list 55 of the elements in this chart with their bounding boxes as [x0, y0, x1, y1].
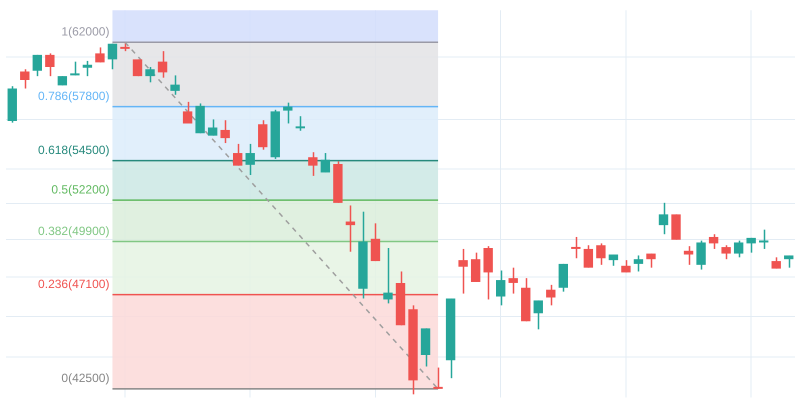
candlestick: [370, 222, 380, 262]
ref-line-label: 0.618(54500): [38, 142, 110, 157]
candlestick: [108, 42, 118, 70]
candlestick: [433, 366, 443, 390]
candlestick: [70, 60, 80, 76]
candlestick: [20, 68, 30, 90]
candlestick: [784, 254, 794, 268]
candlestick: [496, 270, 506, 306]
candlestick: [346, 204, 356, 252]
candlestick: [684, 245, 694, 266]
candlestick: [308, 151, 318, 177]
candlestick: [621, 259, 631, 274]
candlestick: [296, 115, 306, 132]
candlestick: [458, 248, 468, 294]
candlestick: [170, 74, 180, 96]
candlestick: [734, 240, 744, 258]
candlestick: [220, 119, 230, 144]
candlestick: [95, 46, 105, 64]
ref-line-label: 0(42500): [61, 371, 110, 386]
candlestick: [584, 244, 594, 268]
ref-line-label: 0.382(49900): [38, 224, 110, 238]
candlestick: [634, 254, 644, 272]
candlestick: [658, 202, 668, 235]
candlestick: [708, 233, 718, 250]
candlestick: [721, 244, 731, 260]
candlestick: [758, 228, 768, 250]
candlestick: [534, 300, 543, 330]
candlestick: [283, 102, 292, 124]
candlestick: [208, 118, 218, 136]
ref-line-label: 1(62000): [61, 24, 110, 39]
candlestick: [58, 75, 68, 86]
candlestick: [508, 266, 518, 294]
candlestick: [258, 119, 268, 150]
candlestick: [246, 143, 255, 176]
candlestick: [646, 252, 656, 268]
ref-line-label: 0.5(52200): [51, 182, 110, 196]
candlestick: [571, 236, 581, 260]
candlestick: [746, 237, 756, 254]
ref-line-label: 0.786(57800): [38, 88, 110, 103]
candlestick: [158, 50, 168, 78]
candlestick: [608, 254, 618, 267]
candlestick: [232, 143, 242, 166]
candlestick: [45, 52, 55, 77]
candlestick: [383, 247, 393, 304]
candlestick: [182, 101, 192, 124]
candlestick: [145, 66, 155, 84]
ref-line-label: 0.236(47100): [38, 276, 110, 291]
candlestick: [696, 240, 706, 270]
candlestick: [320, 152, 330, 174]
candlestick: [558, 263, 568, 292]
candlestick: [546, 284, 556, 306]
candlestick: [596, 242, 606, 266]
candlestick: [470, 252, 480, 283]
candlestick: [32, 54, 42, 77]
candlestick: [82, 60, 92, 77]
